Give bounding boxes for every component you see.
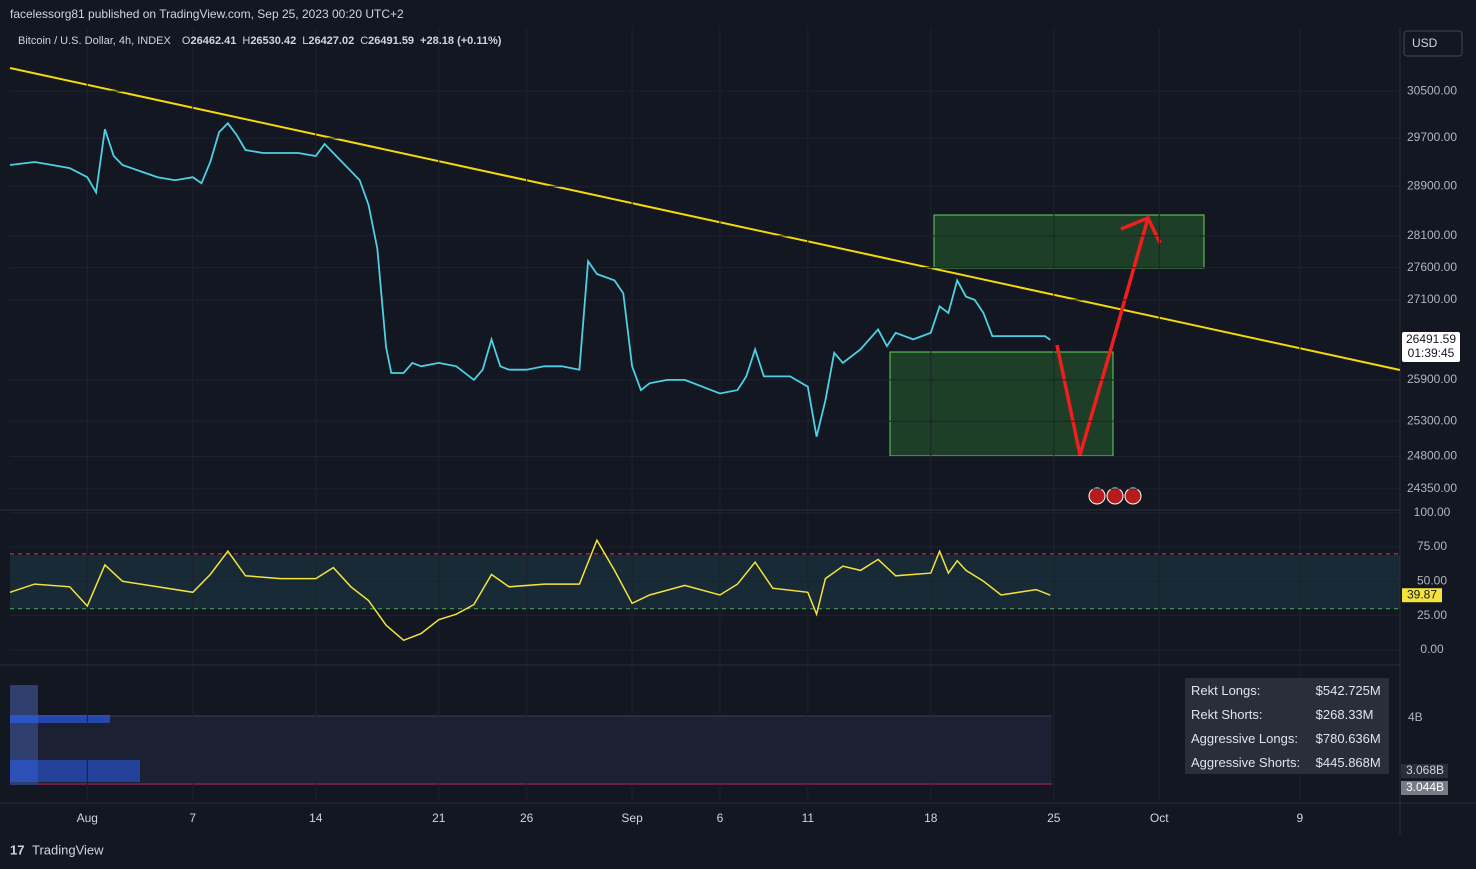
value-tag [1402, 588, 1442, 603]
ohlc-value: 26427.02 [308, 35, 355, 47]
countdown-label: 01:39:45 [1408, 346, 1455, 360]
target-zone [933, 214, 1205, 269]
x-tick-label: 14 [309, 811, 323, 825]
liq-axis-label: 4B [1408, 710, 1423, 724]
y-tick-label: 30500.00 [1407, 83, 1457, 97]
support-zone [889, 351, 1114, 457]
x-tick-label: 7 [189, 811, 196, 825]
stats-key: Aggressive Longs: [1191, 730, 1298, 746]
x-tick-label: 26 [520, 811, 534, 825]
x-tick-label: 9 [1296, 811, 1303, 825]
x-tick-label: 11 [802, 811, 815, 825]
stats-row: Aggressive Longs: $780.636M [1185, 726, 1389, 750]
stats-value: $445.868M [1315, 754, 1381, 770]
y-tick-label: 24350.00 [1407, 481, 1457, 495]
x-tick-label: Oct [1150, 811, 1169, 825]
publisher: facelessorg81 published on TradingView.c… [10, 7, 404, 21]
footer-icon: 17 [10, 842, 24, 857]
ohlc-key: H [242, 35, 251, 47]
ohlc-value: 26530.42 [250, 35, 297, 47]
y-tick-label: 24800.00 [1407, 449, 1457, 463]
projection-arrow [1055, 217, 1150, 456]
series-line [9, 538, 1051, 642]
y-tick-label: 0.00 [1420, 642, 1444, 656]
y-tick-label: 28900.00 [1407, 178, 1457, 192]
liq-tag [1401, 764, 1448, 778]
price-tag [1402, 331, 1460, 362]
arrow-head [1120, 215, 1162, 244]
trendline [9, 67, 1401, 371]
x-tick-label: 18 [924, 811, 938, 825]
footer-logo: TradingView [32, 842, 104, 857]
stats-row: Aggressive Shorts: $445.868M [1185, 750, 1389, 774]
stats-key: Rekt Shorts: [1191, 706, 1263, 722]
liq-axis-label: 3.068B [1406, 763, 1444, 777]
ohlc-value: 26491.59 [368, 35, 415, 47]
x-tick-label: Sep [621, 811, 643, 825]
value-tag-label: 39.87 [1407, 587, 1437, 601]
y-tick-label: 25.00 [1417, 608, 1447, 622]
x-tick-label: 21 [432, 811, 446, 825]
stats-table: Rekt Longs: $542.725M Rekt Shorts: $268.33M… [1185, 678, 1389, 774]
y-tick-label: 28100.00 [1407, 228, 1457, 242]
stats-key: Rekt Longs: [1191, 682, 1261, 698]
event-icon [1124, 487, 1142, 505]
ohlc-key: C [360, 35, 369, 47]
stats-row: Rekt Shorts: $268.33M [1185, 702, 1389, 726]
y-tick-label: 100.00 [1414, 505, 1451, 519]
x-tick-label: 6 [717, 811, 724, 825]
series-line [9, 121, 1051, 437]
volume-profile [10, 760, 140, 782]
ohlc-value: 26462.41 [190, 35, 237, 47]
event-icon [1106, 487, 1124, 505]
change: +28.18 (+0.11%) [420, 35, 502, 47]
ohlc-key: O [181, 35, 191, 47]
y-tick-label: 27600.00 [1407, 260, 1457, 274]
rsi-band [10, 555, 1400, 609]
y-tick-label: 75.00 [1417, 539, 1447, 553]
stats-value: $268.33M [1315, 706, 1374, 722]
ohlc-key: L [302, 35, 309, 47]
y-tick-label: 25900.00 [1407, 372, 1457, 386]
y-tick-label: 29700.00 [1407, 130, 1457, 144]
symbol-line: Bitcoin / U.S. Dollar, 4h, INDEX O26462.… [18, 35, 501, 47]
currency-button[interactable] [1403, 30, 1463, 57]
liq-axis-label: 3.044B [1406, 780, 1444, 794]
price-tag-label: 26491.59 [1406, 332, 1456, 346]
y-tick-label: 25300.00 [1407, 413, 1457, 427]
currency-label[interactable]: USD [1412, 36, 1438, 50]
x-tick-label: 25 [1047, 811, 1061, 825]
stats-row: Rekt Longs: $542.725M [1185, 678, 1389, 702]
stats-value: $780.636M [1315, 730, 1381, 746]
liq-panel [10, 716, 1052, 785]
symbol: Bitcoin / U.S. Dollar, 4h, INDEX [18, 35, 171, 47]
volume-profile [10, 715, 110, 723]
event-icon [1088, 487, 1106, 505]
stats-value: $542.725M [1315, 682, 1381, 698]
x-tick-label: Aug [77, 811, 98, 825]
liq-tag [1401, 781, 1448, 795]
y-tick-label: 50.00 [1417, 573, 1447, 587]
y-tick-label: 27100.00 [1407, 292, 1457, 306]
stats-key: Aggressive Shorts: [1191, 754, 1301, 770]
